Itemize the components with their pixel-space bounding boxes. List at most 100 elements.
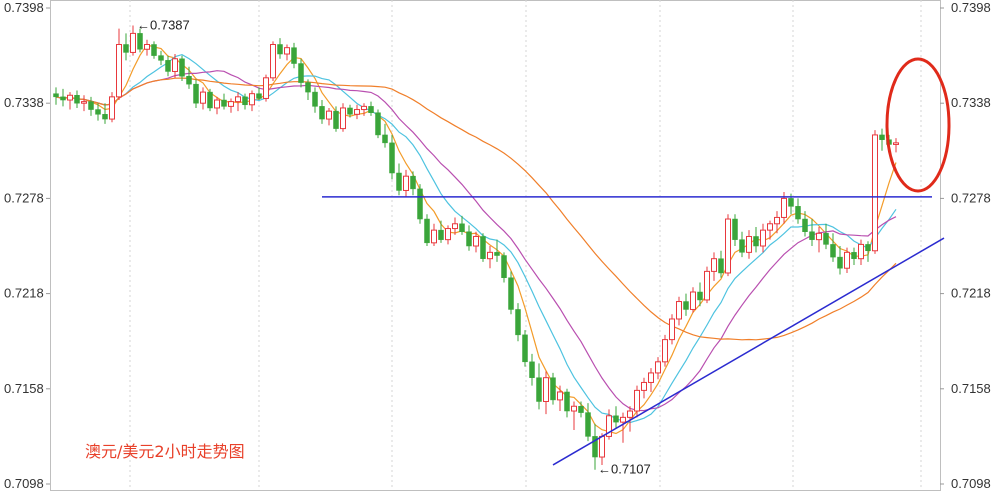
plot-frame (50, 0, 941, 491)
candle-body-up (662, 339, 668, 363)
candle-body-down (697, 291, 703, 301)
y-tick-label-left: 0.7398 (4, 0, 44, 15)
ma-10-line (55, 53, 897, 424)
candle-body-down (865, 244, 871, 252)
y-tick-label-left: 0.7158 (4, 381, 44, 396)
candle-body-up (606, 415, 612, 437)
candle-body-down (802, 218, 808, 232)
low-annotation: ←0.7107 (598, 462, 651, 477)
candle-body-up (725, 218, 731, 274)
candle-body-down (221, 99, 227, 107)
candle-body-down (718, 258, 724, 274)
candle-body-down (459, 223, 465, 232)
candle-body-down (508, 277, 514, 310)
candle-body-down (536, 377, 542, 402)
candle-body-up (781, 197, 787, 218)
candle-body-down (788, 198, 794, 207)
candle-body-up (858, 243, 864, 260)
candle-body-down (613, 415, 619, 423)
candle-body-down (375, 112, 381, 136)
y-tick-label-right: 0.7158 (951, 381, 991, 396)
y-tick-label-left: 0.7338 (4, 95, 44, 110)
candle-body-down (179, 58, 185, 77)
candle-body-up (172, 58, 178, 72)
candle-body-up (634, 389, 640, 412)
candle-body-up (627, 410, 633, 418)
candle-body-up (669, 318, 675, 341)
candle-body-down (480, 236, 486, 259)
candle-body-down (60, 96, 66, 101)
candle-body-up (270, 43, 276, 79)
candle-body-down (95, 109, 101, 115)
candle-body-up (431, 229, 437, 244)
candle-body-down (396, 172, 402, 191)
candle-body-up (109, 96, 115, 120)
candle-body-up (648, 372, 654, 383)
candle-body-up (452, 223, 458, 230)
candle-body-down (830, 244, 836, 258)
candle-body-down (550, 377, 556, 401)
candle-body-down (879, 134, 885, 140)
y-tick-label-right: 0.7398 (951, 0, 991, 15)
candle-body-down (823, 233, 829, 245)
candle-body-up (263, 77, 269, 99)
candle-body-down (193, 83, 199, 104)
candle-body-down (683, 301, 689, 310)
candle-body-up (354, 109, 360, 115)
candle-body-up (690, 291, 696, 310)
candle-body-down (256, 93, 262, 99)
candle-body-up (767, 223, 773, 231)
candle-body-up (816, 232, 822, 241)
candle-body-down (158, 55, 164, 61)
candle-body-down (305, 82, 311, 93)
candle-body-up (760, 229, 766, 247)
y-axis-left: 0.7398 0.7338 0.7278 0.7218 0.7158 0.7098 (4, 0, 50, 491)
candle-body-down (382, 134, 388, 144)
vertical-gridlines (129, 0, 922, 490)
candle-body-down (137, 33, 143, 50)
candle-body-up (361, 105, 367, 111)
candle-body-down (424, 218, 430, 244)
candle-body-up (711, 258, 717, 272)
candle-body-down (186, 75, 192, 85)
candle-body-down (732, 218, 738, 240)
candle-body-down (753, 236, 759, 247)
candle-body-up (746, 235, 752, 253)
candle-body-down (368, 106, 374, 113)
candle-body-up (67, 94, 73, 101)
y-tick-label-left: 0.7098 (4, 476, 44, 491)
candle-body-up (116, 43, 122, 98)
candle-body-down (291, 47, 297, 64)
candle-body-down (466, 231, 472, 247)
candle-body-up (571, 405, 577, 412)
candle-body-up (774, 216, 780, 225)
candle-body-up (872, 134, 878, 252)
candle-body-up (557, 391, 563, 401)
y-tick-label-right: 0.7278 (951, 190, 991, 205)
candle-body-down (333, 110, 339, 129)
candle-body-down (564, 391, 570, 412)
y-tick-label-right: 0.7098 (951, 476, 991, 491)
candle-body-down (347, 107, 353, 115)
candle-body-down (151, 44, 157, 56)
candle-body-down (74, 95, 80, 104)
candle-body-down (102, 114, 108, 120)
candle-body-down (123, 44, 129, 53)
candle-body-up (893, 142, 899, 145)
candle-body-down (585, 412, 591, 437)
candle-body-down (529, 361, 535, 378)
candle-body-down (410, 175, 416, 190)
candle-body-up (214, 99, 220, 109)
y-tick-label-right: 0.7218 (951, 286, 991, 301)
candle-body-up (130, 32, 136, 53)
candle-body-down (389, 142, 395, 174)
candle-body-up (235, 96, 241, 103)
candle-body-down (522, 334, 528, 363)
y-axis-right: 0.7398 0.7338 0.7278 0.7218 0.7158 0.7098 (940, 0, 991, 491)
candle-body-up (676, 301, 682, 320)
candle-body-down (578, 406, 584, 413)
y-tick-label-left: 0.7278 (4, 190, 44, 205)
chart-title: 澳元/美元2小时走势图 (85, 442, 245, 461)
candle-body-up (620, 416, 626, 423)
y-tick-label-right: 0.7338 (951, 95, 991, 110)
